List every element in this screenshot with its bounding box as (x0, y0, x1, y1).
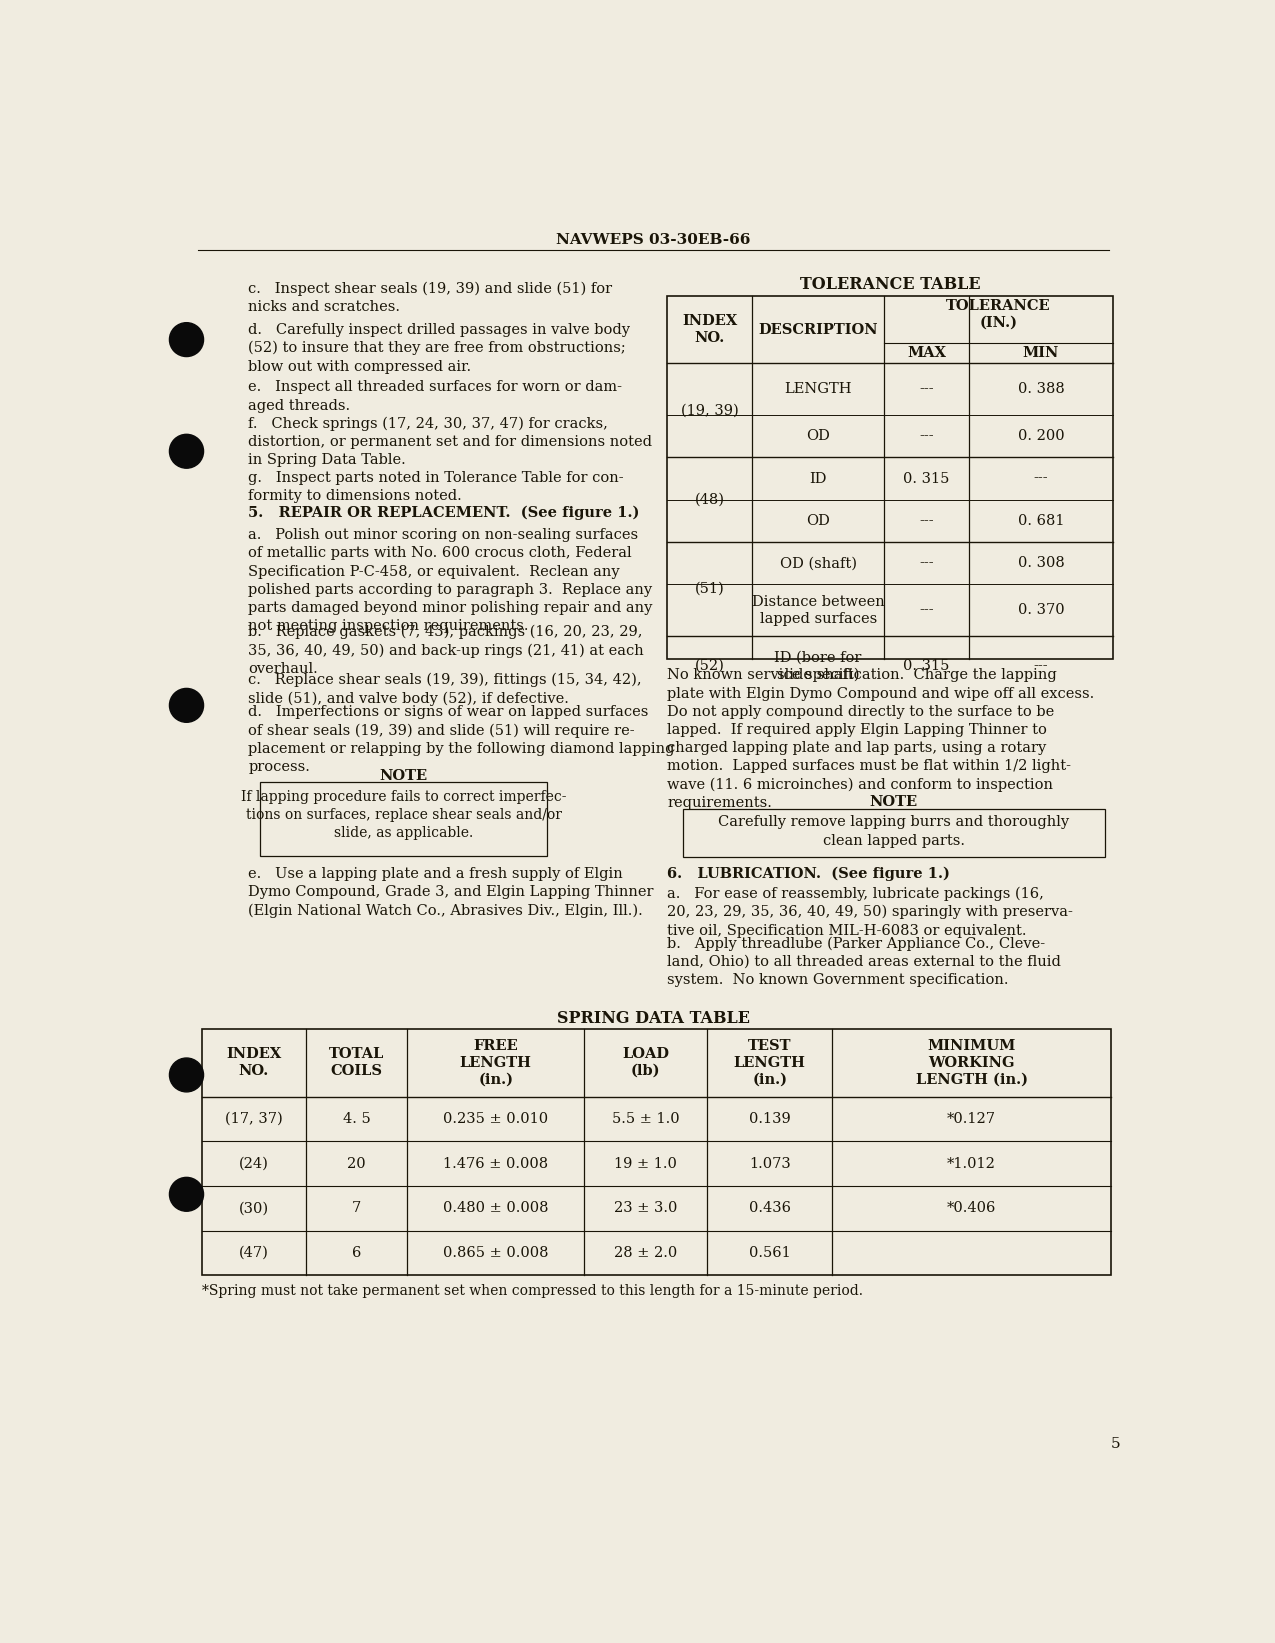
Text: 0. 200: 0. 200 (1017, 429, 1065, 444)
Text: NOTE: NOTE (870, 795, 918, 810)
Text: 6: 6 (352, 1245, 361, 1260)
Text: (47): (47) (238, 1245, 269, 1260)
Text: (30): (30) (238, 1201, 269, 1216)
Text: 0. 315: 0. 315 (904, 659, 950, 674)
Text: DESCRIPTION: DESCRIPTION (759, 322, 878, 337)
Text: 7: 7 (352, 1201, 361, 1216)
Text: a.   For ease of reassembly, lubricate packings (16,
20, 23, 29, 35, 36, 40, 49,: a. For ease of reassembly, lubricate pac… (667, 886, 1072, 938)
Text: 28 ± 2.0: 28 ± 2.0 (615, 1245, 677, 1260)
Text: ---: --- (919, 514, 933, 527)
Text: 5.   REPAIR OR REPLACEMENT.  (See figure 1.): 5. REPAIR OR REPLACEMENT. (See figure 1.… (249, 504, 640, 519)
Text: *0.406: *0.406 (947, 1201, 996, 1216)
Text: 0. 370: 0. 370 (1017, 603, 1065, 618)
Bar (682, 810, 1105, 858)
Text: 1.476 ± 0.008: 1.476 ± 0.008 (444, 1157, 548, 1170)
Text: 19 ± 1.0: 19 ± 1.0 (615, 1157, 677, 1170)
Text: c.   Inspect shear seals (19, 39) and slide (51) for
nicks and scratches.: c. Inspect shear seals (19, 39) and slid… (249, 283, 612, 314)
Text: ---: --- (919, 603, 933, 618)
Text: Carefully remove lapping burrs and thoroughly
clean lapped parts.: Carefully remove lapping burrs and thoro… (718, 815, 1070, 848)
Text: 0. 308: 0. 308 (1017, 557, 1065, 570)
Text: Distance between
lapped surfaces: Distance between lapped surfaces (752, 595, 885, 626)
Text: MAX: MAX (907, 347, 946, 360)
Text: 0. 681: 0. 681 (1017, 514, 1065, 527)
Text: 0.139: 0.139 (748, 1112, 790, 1125)
Text: 20: 20 (347, 1157, 366, 1170)
Text: 1.073: 1.073 (748, 1157, 790, 1170)
Text: ID (bore for
slide shaft): ID (bore for slide shaft) (774, 651, 862, 682)
Text: 0.480 ± 0.008: 0.480 ± 0.008 (442, 1201, 548, 1216)
Text: g.   Inspect parts noted in Tolerance Table for con-
formity to dimensions noted: g. Inspect parts noted in Tolerance Tabl… (249, 470, 625, 503)
Circle shape (170, 1058, 204, 1093)
Text: 0.561: 0.561 (748, 1245, 790, 1260)
Bar (667, 296, 1113, 659)
Text: MINIMUM
WORKING
LENGTH (in.): MINIMUM WORKING LENGTH (in.) (915, 1038, 1028, 1086)
Circle shape (170, 1178, 204, 1211)
Text: 0.235 ± 0.010: 0.235 ± 0.010 (444, 1112, 548, 1125)
Text: 0. 315: 0. 315 (904, 472, 950, 486)
Text: 0. 388: 0. 388 (1017, 383, 1065, 396)
Text: e.   Use a lapping plate and a fresh supply of Elgin
Dymo Compound, Grade 3, and: e. Use a lapping plate and a fresh suppl… (249, 868, 654, 918)
Text: SPRING DATA TABLE: SPRING DATA TABLE (557, 1009, 750, 1027)
Text: b.   Replace gaskets (7, 43), packings (16, 20, 23, 29,
35, 36, 40, 49, 50) and : b. Replace gaskets (7, 43), packings (16… (249, 624, 644, 675)
Text: No known service specification.  Charge the lapping
plate with Elgin Dymo Compou: No known service specification. Charge t… (667, 669, 1094, 810)
Text: LENGTH: LENGTH (784, 383, 852, 396)
Text: TOLERANCE TABLE: TOLERANCE TABLE (799, 276, 980, 294)
Text: d.   Imperfections or signs of wear on lapped surfaces
of shear seals (19, 39) a: d. Imperfections or signs of wear on lap… (249, 705, 674, 774)
Text: TEST
LENGTH
(in.): TEST LENGTH (in.) (734, 1038, 806, 1086)
Text: 23 ± 3.0: 23 ± 3.0 (615, 1201, 677, 1216)
Bar (201, 1029, 1111, 1275)
Text: FREE
LENGTH
(in.): FREE LENGTH (in.) (460, 1038, 532, 1086)
Bar (260, 782, 547, 856)
Text: a.   Polish out minor scoring on non-sealing surfaces
of metallic parts with No.: a. Polish out minor scoring on non-seali… (249, 529, 653, 633)
Text: e.   Inspect all threaded surfaces for worn or dam-
aged threads.: e. Inspect all threaded surfaces for wor… (249, 381, 622, 412)
Text: NAVWEPS 03-30EB-66: NAVWEPS 03-30EB-66 (556, 233, 751, 246)
Text: (52): (52) (695, 659, 724, 674)
Text: 6.   LUBRICATION.  (See figure 1.): 6. LUBRICATION. (See figure 1.) (667, 868, 950, 881)
Text: 0.865 ± 0.008: 0.865 ± 0.008 (442, 1245, 548, 1260)
Text: TOLERANCE
(IN.): TOLERANCE (IN.) (946, 299, 1051, 330)
Circle shape (170, 434, 204, 468)
Text: INDEX
NO.: INDEX NO. (226, 1047, 282, 1078)
Text: OD: OD (806, 514, 830, 527)
Text: (48): (48) (695, 493, 724, 506)
Text: MIN: MIN (1023, 347, 1060, 360)
Text: ---: --- (1034, 472, 1048, 486)
Text: d.   Carefully inspect drilled passages in valve body
(52) to insure that they a: d. Carefully inspect drilled passages in… (249, 322, 631, 373)
Text: *1.012: *1.012 (947, 1157, 996, 1170)
Text: ---: --- (919, 383, 933, 396)
Text: 5.5 ± 1.0: 5.5 ± 1.0 (612, 1112, 680, 1125)
Text: f.   Check springs (17, 24, 30, 37, 47) for cracks,
distortion, or permanent set: f. Check springs (17, 24, 30, 37, 47) fo… (249, 417, 653, 467)
Text: NOTE: NOTE (380, 769, 427, 782)
Text: ---: --- (919, 557, 933, 570)
Text: c.   Replace shear seals (19, 39), fittings (15, 34, 42),
slide (51), and valve : c. Replace shear seals (19, 39), fitting… (249, 674, 643, 706)
Text: OD (shaft): OD (shaft) (779, 557, 857, 570)
Text: TOTAL
COILS: TOTAL COILS (329, 1047, 384, 1078)
Circle shape (170, 688, 204, 723)
Text: ---: --- (919, 429, 933, 444)
Text: LOAD
(lb): LOAD (lb) (622, 1047, 669, 1078)
Text: 5: 5 (1111, 1438, 1121, 1451)
Text: b.   Apply threadlube (Parker Appliance Co., Cleve-
land, Ohio) to all threaded : b. Apply threadlube (Parker Appliance Co… (667, 937, 1061, 987)
Text: OD: OD (806, 429, 830, 444)
Text: 0.436: 0.436 (748, 1201, 790, 1216)
Text: ---: --- (1034, 659, 1048, 674)
Text: INDEX
NO.: INDEX NO. (682, 314, 737, 345)
Text: 4. 5: 4. 5 (343, 1112, 371, 1125)
Text: *Spring must not take permanent set when compressed to this length for a 15-minu: *Spring must not take permanent set when… (201, 1285, 863, 1298)
Text: *0.127: *0.127 (947, 1112, 996, 1125)
Text: (51): (51) (695, 582, 724, 596)
Text: (19, 39): (19, 39) (681, 404, 738, 417)
Text: (24): (24) (238, 1157, 269, 1170)
Text: (17, 37): (17, 37) (224, 1112, 283, 1125)
Text: ID: ID (810, 472, 827, 486)
Circle shape (170, 322, 204, 357)
Text: If lapping procedure fails to correct imperfec-
tions on surfaces, replace shear: If lapping procedure fails to correct im… (241, 790, 566, 841)
